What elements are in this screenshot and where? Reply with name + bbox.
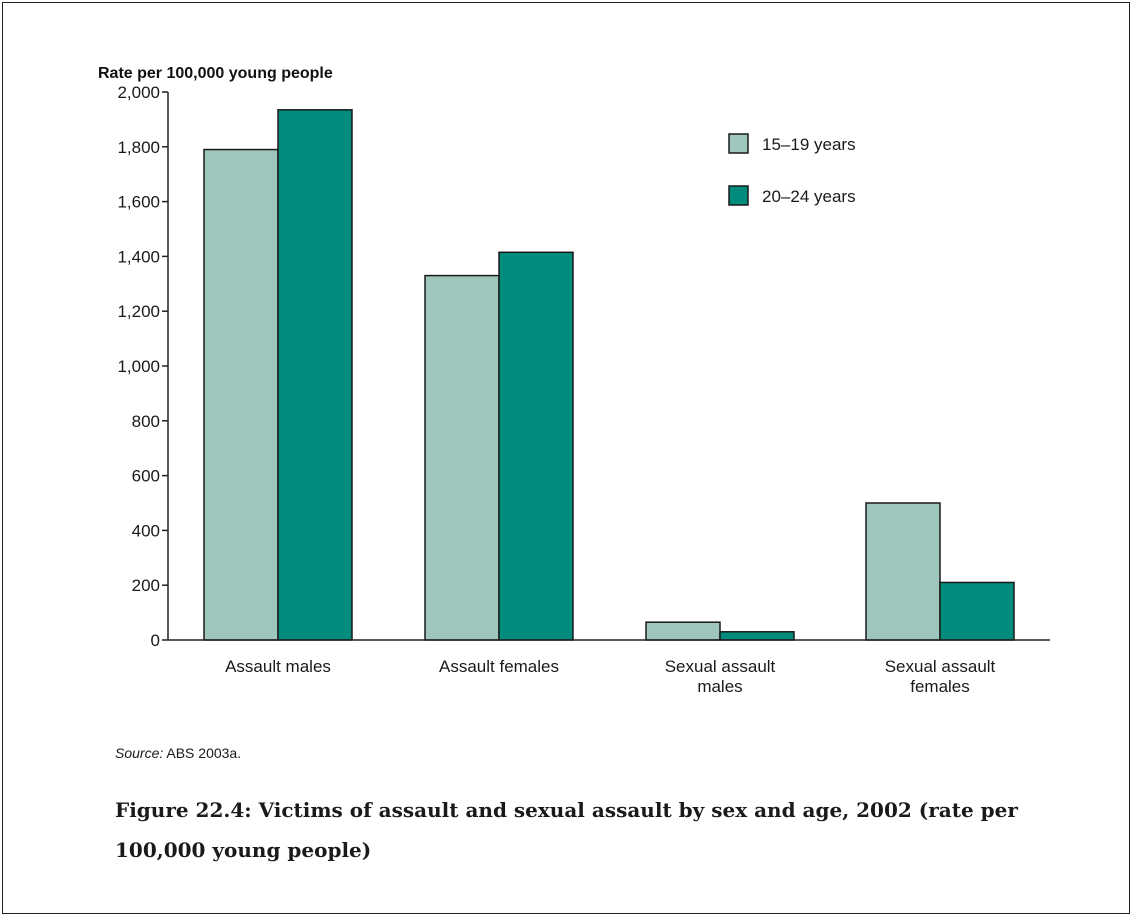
x-category-label: females [910,677,970,696]
bar-15-19-cat-3 [865,502,941,641]
x-category-label: Assault males [225,657,331,676]
figure-caption: Figure 22.4: Victims of assault and sexu… [115,798,1018,862]
y-tick-label: 1,800 [117,138,160,157]
y-tick-label: 600 [132,467,160,486]
legend-swatch [728,185,749,206]
bar-20-24-cat-2 [719,631,795,641]
bar-20-24-cat-3 [939,581,1015,641]
x-category-label: Sexual assault [665,657,776,676]
y-tick-label: 0 [151,631,160,650]
legend: 15–19 years 20–24 years [728,133,856,206]
legend-label: 15–19 years [762,135,856,154]
source-text: ABS 2003a. [166,745,242,761]
x-axis-labels: Assault males Assault females Sexual assau… [225,657,995,696]
y-tick-label: 800 [132,412,160,431]
x-category-label: Assault females [439,657,559,676]
x-category-label: males [697,677,742,696]
y-tick-label: 1,000 [117,357,160,376]
bar-20-24-cat-0 [277,109,353,641]
bar-15-19-cat-1 [424,274,500,641]
x-category-label: Sexual assault [885,657,996,676]
y-axis-label: Rate per 100,000 young people [98,65,333,82]
y-axis-ticks: 0 200 400 600 800 1,000 1,200 1,400 1,600 1,800 2,… [117,83,168,650]
bar-15-19-cat-0 [203,148,279,641]
y-tick-label: 1,600 [117,193,160,212]
bars [203,109,1015,641]
legend-label: 20–24 years [762,187,856,206]
y-tick-label: 400 [132,521,160,540]
y-tick-label: 1,200 [117,302,160,321]
y-tick-label: 1,400 [117,247,160,266]
bar-chart: Rate per 100,000 young people 0 200 400 600… [98,65,1050,696]
bar-20-24-cat-1 [498,251,574,641]
y-tick-label: 2,000 [117,83,160,102]
source-note: Source: ABS 2003a. [115,745,241,761]
source-label: Source: [115,745,164,761]
bar-15-19-cat-2 [645,621,721,641]
y-tick-label: 200 [132,576,160,595]
legend-swatch [728,133,749,154]
